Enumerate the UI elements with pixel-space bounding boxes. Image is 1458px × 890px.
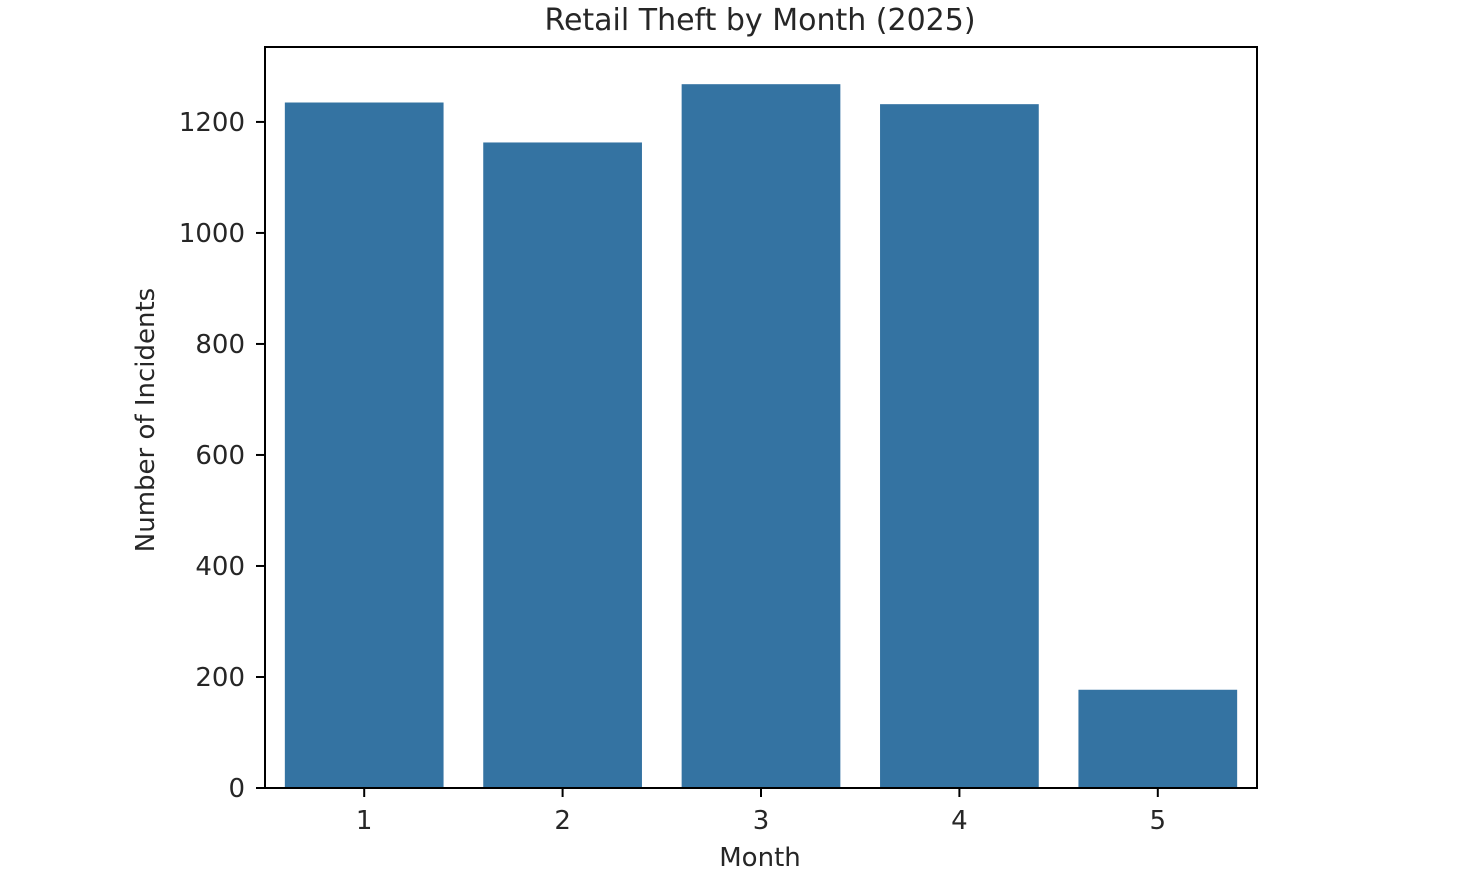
y-axis-label: Number of Incidents [131,288,161,552]
y-tick-label: 1000 [179,219,245,249]
bar-month-1 [284,102,444,788]
bar-month-4 [880,104,1039,789]
y-tick-label: 400 [195,552,245,582]
y-tick-label: 200 [195,663,245,693]
bar-month-2 [483,142,642,788]
y-axis: 0 200 400 600 800 1000 1200 [179,108,265,804]
bars-group [284,84,1238,789]
x-tick-label: 5 [1150,806,1167,836]
y-tick-label: 1200 [179,108,245,138]
x-tick-label: 4 [951,806,968,836]
x-tick-label: 1 [356,806,373,836]
x-tick-label: 2 [554,806,571,836]
bar-month-5 [1078,689,1238,788]
x-axis: 1 2 3 4 5 [356,788,1166,836]
y-tick-label: 800 [195,330,245,360]
chart-title: Retail Theft by Month (2025) [544,3,975,38]
x-tick-label: 3 [753,806,770,836]
y-tick-label: 0 [228,774,245,804]
bar-month-3 [681,84,841,788]
x-axis-label: Month [719,843,801,873]
y-tick-label: 600 [195,441,245,471]
